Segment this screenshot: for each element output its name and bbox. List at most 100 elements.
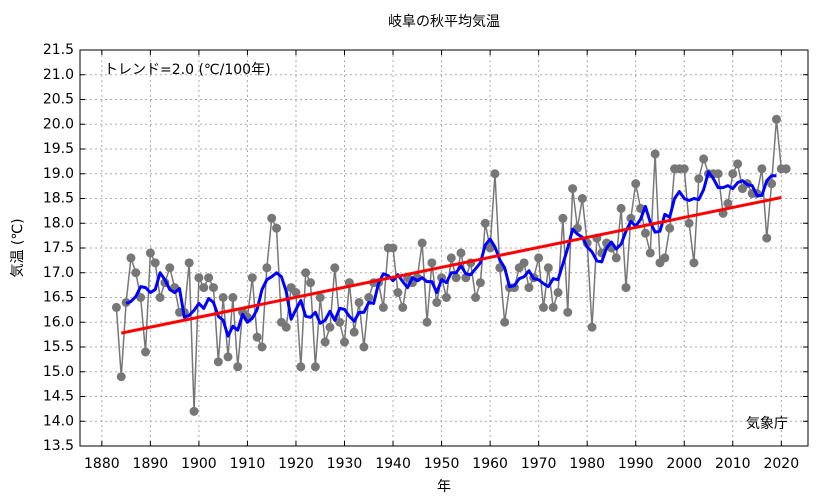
y-tick-label: 21.5 (43, 42, 74, 58)
data-point (684, 218, 694, 228)
data-point (267, 213, 277, 223)
data-point (340, 337, 350, 347)
data-point (689, 258, 699, 268)
x-tick-label: 1950 (424, 456, 460, 472)
data-point (364, 293, 374, 302)
data-point (126, 253, 136, 263)
data-point (306, 278, 316, 288)
y-tick-label: 17.0 (43, 265, 74, 281)
x-tick-label: 1990 (618, 456, 654, 472)
data-point (116, 372, 126, 382)
data-point (427, 258, 437, 268)
y-axis-label: 気温 (℃) (10, 218, 26, 277)
data-point (553, 288, 563, 298)
data-point (733, 159, 743, 169)
data-point (354, 297, 364, 307)
y-tick-label: 16.5 (43, 290, 74, 306)
data-point (194, 273, 204, 283)
data-point (621, 283, 631, 293)
data-point (281, 322, 291, 332)
data-point (728, 169, 738, 179)
annotation: トレンド=2.0 (℃/100年) (104, 62, 271, 78)
data-point (257, 342, 267, 352)
data-point (723, 198, 733, 208)
x-tick-label: 1940 (375, 456, 411, 472)
series-line (120, 196, 782, 335)
data-point (141, 347, 151, 357)
x-tick-label: 2010 (715, 456, 751, 472)
x-tick-label: 1890 (133, 456, 169, 472)
data-point (475, 278, 485, 288)
data-point (233, 362, 243, 372)
x-tick-label: 1980 (569, 456, 605, 472)
series-line (125, 170, 777, 338)
data-point (349, 327, 359, 337)
y-tick-label: 14.5 (43, 389, 74, 405)
data-point (432, 297, 442, 307)
data-point (441, 293, 451, 302)
data-point (519, 258, 529, 268)
data-point (335, 317, 345, 327)
data-point (204, 273, 214, 283)
y-tick-label: 17.5 (43, 240, 74, 256)
data-point (165, 263, 175, 273)
data-point (631, 179, 641, 189)
data-point (640, 228, 650, 238)
y-tick-label: 19.0 (43, 166, 74, 182)
data-point (577, 194, 587, 203)
y-tick-label: 19.5 (43, 141, 74, 157)
data-point (548, 302, 558, 312)
data-point (315, 293, 325, 302)
x-tick-label: 1970 (521, 456, 557, 472)
chart-title: 岐阜の秋平均気温 (388, 13, 500, 30)
data-point (223, 352, 233, 362)
y-tick-label: 21.0 (43, 67, 74, 83)
data-point (699, 154, 709, 164)
data-point (500, 317, 510, 327)
data-point (272, 223, 282, 233)
x-tick-label: 1900 (181, 456, 217, 472)
data-point (301, 268, 311, 278)
data-point (150, 258, 160, 268)
data-point (131, 268, 141, 278)
data-point (534, 253, 544, 263)
data-point (538, 302, 548, 312)
y-tick-label: 16.0 (43, 314, 74, 330)
data-point (781, 164, 791, 174)
data-point (757, 164, 767, 174)
data-point (694, 174, 704, 184)
y-tick-label: 13.5 (43, 438, 74, 454)
data-point (558, 213, 568, 223)
data-point (296, 362, 306, 372)
x-tick-label: 2000 (666, 456, 702, 472)
data-point (145, 248, 155, 258)
data-point (490, 169, 500, 179)
data-point (378, 302, 388, 312)
plot-frame (79, 49, 809, 447)
data-point (771, 114, 781, 124)
data-point (393, 288, 403, 298)
plot (111, 114, 791, 416)
data-point (184, 258, 194, 268)
x-tick-label: 1910 (230, 456, 266, 472)
data-point (208, 283, 218, 293)
data-point (422, 317, 432, 327)
data-point (262, 263, 272, 273)
x-tick-label: 1920 (278, 456, 314, 472)
data-point (398, 302, 408, 312)
data-point (471, 293, 481, 302)
data-point (111, 302, 121, 312)
data-point (330, 263, 340, 273)
y-tick-label: 20.5 (43, 92, 74, 108)
y-tick-label: 18.0 (43, 215, 74, 231)
grid (80, 49, 808, 447)
data-point (417, 238, 427, 248)
data-point (660, 253, 670, 263)
data-point (616, 203, 626, 213)
data-point (451, 273, 461, 283)
data-point (767, 179, 777, 189)
x-tick-label: 1930 (327, 456, 363, 472)
data-point (645, 248, 655, 258)
data-point (136, 293, 146, 302)
